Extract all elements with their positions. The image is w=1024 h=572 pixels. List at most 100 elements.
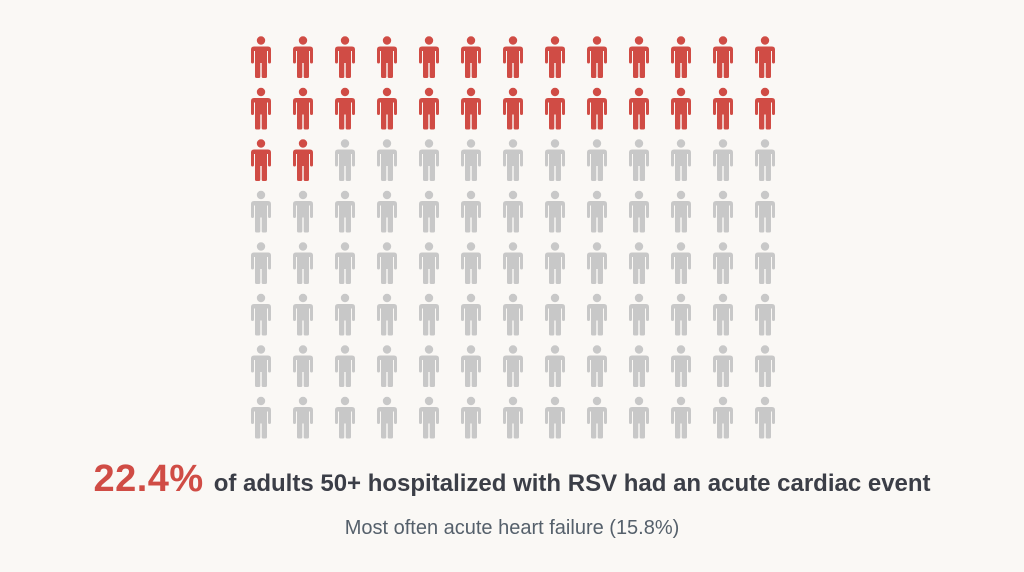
person-icon (335, 396, 355, 439)
person-icon (419, 139, 439, 181)
person-icon (671, 345, 691, 387)
person-icon (671, 242, 691, 284)
person-icon (377, 139, 397, 181)
person-icon (713, 242, 733, 284)
person-icon-highlighted (629, 87, 649, 130)
person-icon (461, 190, 481, 233)
person-icon-highlighted (713, 87, 733, 130)
person-icon-highlighted (335, 87, 355, 130)
person-icon (545, 139, 565, 181)
person-icon (629, 293, 649, 336)
person-icon (671, 190, 691, 233)
headline-text: of adults 50+ hospitalized with RSV had … (213, 470, 931, 497)
person-icon-highlighted (293, 36, 313, 78)
person-icon (545, 242, 565, 284)
person-icon (461, 396, 481, 439)
person-icon-highlighted (503, 36, 523, 78)
person-icon (713, 139, 733, 181)
person-icon-highlighted (377, 87, 397, 130)
person-icon (671, 396, 691, 439)
person-icon (461, 345, 481, 387)
person-icon-highlighted (545, 36, 565, 78)
person-icon (629, 242, 649, 284)
person-icon-highlighted (671, 87, 691, 130)
person-icon-highlighted (419, 36, 439, 78)
person-icon-highlighted (377, 36, 397, 78)
person-icon (755, 396, 775, 439)
person-icon-highlighted (251, 139, 271, 181)
person-icon (293, 396, 313, 439)
person-icon (377, 396, 397, 439)
person-icon (419, 345, 439, 387)
person-icon (335, 139, 355, 181)
person-icon (293, 242, 313, 284)
person-icon (587, 293, 607, 336)
person-icon (587, 190, 607, 233)
person-icon (293, 190, 313, 233)
person-icon (335, 242, 355, 284)
person-icon (251, 293, 271, 336)
person-icon (377, 293, 397, 336)
person-icon (755, 345, 775, 387)
person-icon-highlighted (587, 87, 607, 130)
person-icon (377, 345, 397, 387)
person-icon (419, 242, 439, 284)
person-icon (335, 190, 355, 233)
person-icon (713, 345, 733, 387)
person-icon-highlighted (503, 87, 523, 130)
person-icon (461, 242, 481, 284)
person-icon (755, 139, 775, 181)
person-icon (755, 190, 775, 233)
headline: 22.4% of adults 50+ hospitalized with RSV… (0, 458, 1024, 501)
person-icon (419, 293, 439, 336)
person-icon (713, 293, 733, 336)
person-icon (503, 190, 523, 233)
person-icon (419, 190, 439, 233)
pictogram-grid (251, 36, 775, 439)
person-icon (629, 190, 649, 233)
person-icon (377, 190, 397, 233)
person-icon (713, 396, 733, 439)
person-icon (377, 242, 397, 284)
person-icon-highlighted (587, 36, 607, 78)
person-icon (461, 293, 481, 336)
person-icon (251, 345, 271, 387)
person-icon (545, 190, 565, 233)
person-icon (335, 293, 355, 336)
person-icon-highlighted (293, 87, 313, 130)
person-icon (251, 242, 271, 284)
person-icon-highlighted (755, 36, 775, 78)
person-icon-highlighted (461, 87, 481, 130)
person-icon (503, 396, 523, 439)
person-icon-highlighted (251, 36, 271, 78)
person-icon (545, 345, 565, 387)
person-icon (461, 139, 481, 181)
person-icon (755, 242, 775, 284)
person-icon-highlighted (293, 139, 313, 181)
person-icon (503, 345, 523, 387)
person-icon (545, 396, 565, 439)
person-icon (713, 190, 733, 233)
person-icon-highlighted (335, 36, 355, 78)
person-icon (545, 293, 565, 336)
person-icon (629, 139, 649, 181)
person-icon (629, 396, 649, 439)
person-icon (503, 139, 523, 181)
person-icon (587, 396, 607, 439)
person-icon-highlighted (461, 36, 481, 78)
person-icon-highlighted (629, 36, 649, 78)
person-icon (293, 345, 313, 387)
person-icon (251, 190, 271, 233)
person-icon-highlighted (755, 87, 775, 130)
person-icon (629, 345, 649, 387)
person-icon-highlighted (419, 87, 439, 130)
person-icon-highlighted (713, 36, 733, 78)
person-icon (755, 293, 775, 336)
person-icon (587, 139, 607, 181)
person-icon (251, 396, 271, 439)
person-icon (671, 139, 691, 181)
person-icon (587, 345, 607, 387)
person-icon (503, 242, 523, 284)
person-icon-highlighted (251, 87, 271, 130)
subtitle: Most often acute heart failure (15.8%) (344, 517, 680, 539)
